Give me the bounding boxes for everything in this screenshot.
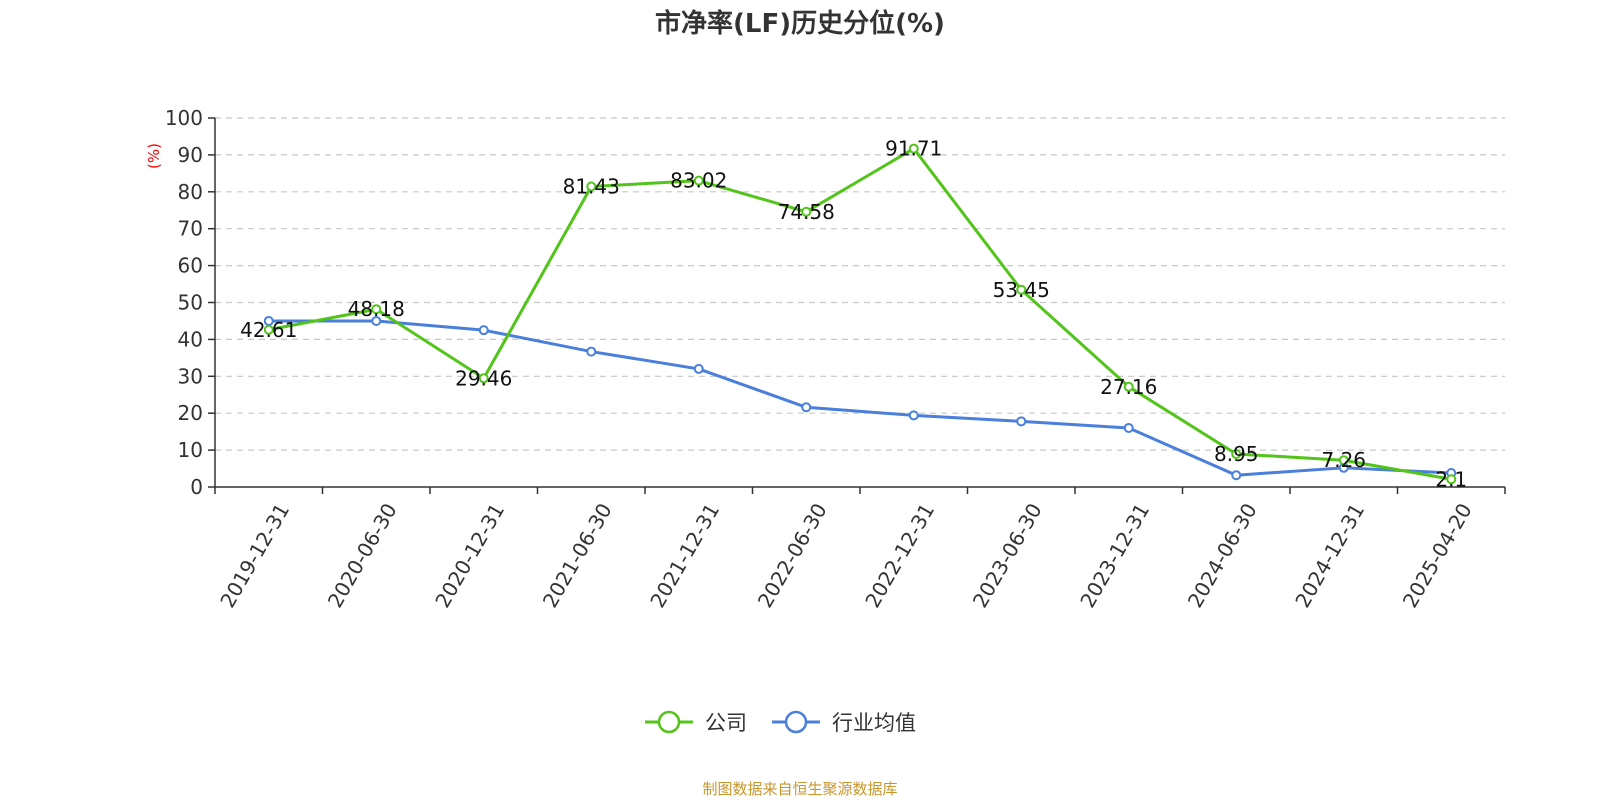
data-label: 81.43	[563, 175, 620, 199]
x-tick-label: 2021-12-31	[645, 499, 724, 612]
series-0-point[interactable]	[1123, 381, 1134, 392]
y-tick-label: 100	[165, 106, 203, 130]
data-label: 53.45	[993, 278, 1050, 302]
x-tick-label: 2021-06-30	[538, 499, 617, 612]
data-labels: 42.61 48.18 29.46 81.43 83.02 74.58 91.71 53.45…	[240, 137, 1467, 492]
series-1-point[interactable]	[478, 325, 489, 336]
y-tick-label: 10	[178, 438, 203, 462]
data-label: 8.95	[1214, 442, 1259, 466]
series-0-point[interactable]	[1231, 448, 1242, 459]
y-tick-label: 60	[178, 254, 203, 278]
data-label: 27.16	[1100, 375, 1157, 399]
y-tick-label: 0	[190, 475, 203, 499]
series-0-point[interactable]	[908, 143, 919, 154]
legend-marker-icon	[784, 710, 808, 734]
data-label: 42.61	[240, 318, 297, 342]
series-1-point[interactable]	[1231, 470, 1242, 481]
y-tick-label: 70	[178, 217, 203, 241]
x-tick-label: 2020-12-31	[430, 499, 509, 612]
series-1-point[interactable]	[1016, 416, 1027, 427]
series-0-point[interactable]	[478, 373, 489, 384]
x-tick-label: 2023-06-30	[968, 499, 1047, 612]
series-0-point[interactable]	[1016, 284, 1027, 295]
series-1-point[interactable]	[586, 346, 597, 357]
legend-label: 公司	[705, 711, 747, 735]
data-source-note: 制图数据来自恒生聚源数据库	[702, 780, 897, 798]
x-tick-label: 2024-12-31	[1290, 499, 1369, 612]
series-line-0	[268, 147, 1452, 481]
x-tick-label: 2020-06-30	[323, 499, 402, 612]
y-tick-label: 20	[178, 401, 203, 425]
series-0-point[interactable]	[1446, 474, 1457, 485]
series-0-point[interactable]	[263, 324, 274, 335]
data-label: 2.1	[1435, 467, 1467, 491]
y-tick-label: 30	[178, 364, 203, 388]
data-label: 74.58	[778, 200, 835, 224]
data-label: 91.71	[885, 137, 942, 161]
series-0-point[interactable]	[586, 181, 597, 192]
series-0-point[interactable]	[371, 304, 382, 315]
y-tick-label: 90	[178, 143, 203, 167]
y-tick-label: 40	[178, 327, 203, 351]
series-0-point[interactable]	[1338, 455, 1349, 466]
y-tick-label: 80	[178, 180, 203, 204]
data-label: 83.02	[670, 169, 727, 193]
legend-marker-icon	[657, 710, 681, 734]
series-1-point[interactable]	[693, 363, 704, 374]
x-tick-label: 2023-12-31	[1075, 499, 1154, 612]
legend-item-company[interactable]: 公司	[645, 710, 747, 735]
legend-label: 行业均值	[832, 711, 916, 735]
series-1-point[interactable]	[1123, 422, 1134, 433]
x-tick-label: 2022-06-30	[753, 499, 832, 612]
data-label: 29.46	[455, 366, 512, 390]
x-axis: 2019-12-31 2020-06-30 2020-12-31 2021-06-30…	[214, 486, 1506, 612]
x-tick-label: 2022-12-31	[860, 499, 939, 612]
gridlines	[215, 117, 1505, 451]
legend[interactable]: 公司 行业均值	[645, 710, 916, 735]
y-axis-unit-label: (%)	[145, 143, 163, 169]
y-axis: 0 10 20 30 40 50 60 70 80 90 100	[165, 106, 216, 499]
series-group	[263, 143, 1457, 485]
y-tick-label: 50	[178, 291, 203, 315]
x-tick-label: 2019-12-31	[215, 499, 294, 612]
series-1-point[interactable]	[371, 315, 382, 326]
data-label: 48.18	[348, 297, 405, 321]
chart-title: 市净率(LF)历史分位(%)	[655, 8, 945, 39]
x-tick-label: 2025-04-20	[1398, 499, 1477, 612]
data-label: 7.26	[1321, 448, 1366, 472]
series-line-1	[268, 319, 1452, 477]
legend-item-industry[interactable]: 行业均值	[772, 710, 916, 735]
series-1-point[interactable]	[908, 410, 919, 421]
series-0-point[interactable]	[693, 175, 704, 186]
series-1-point[interactable]	[801, 402, 812, 413]
series-0-point[interactable]	[801, 206, 812, 217]
x-tick-label: 2024-06-30	[1183, 499, 1262, 612]
